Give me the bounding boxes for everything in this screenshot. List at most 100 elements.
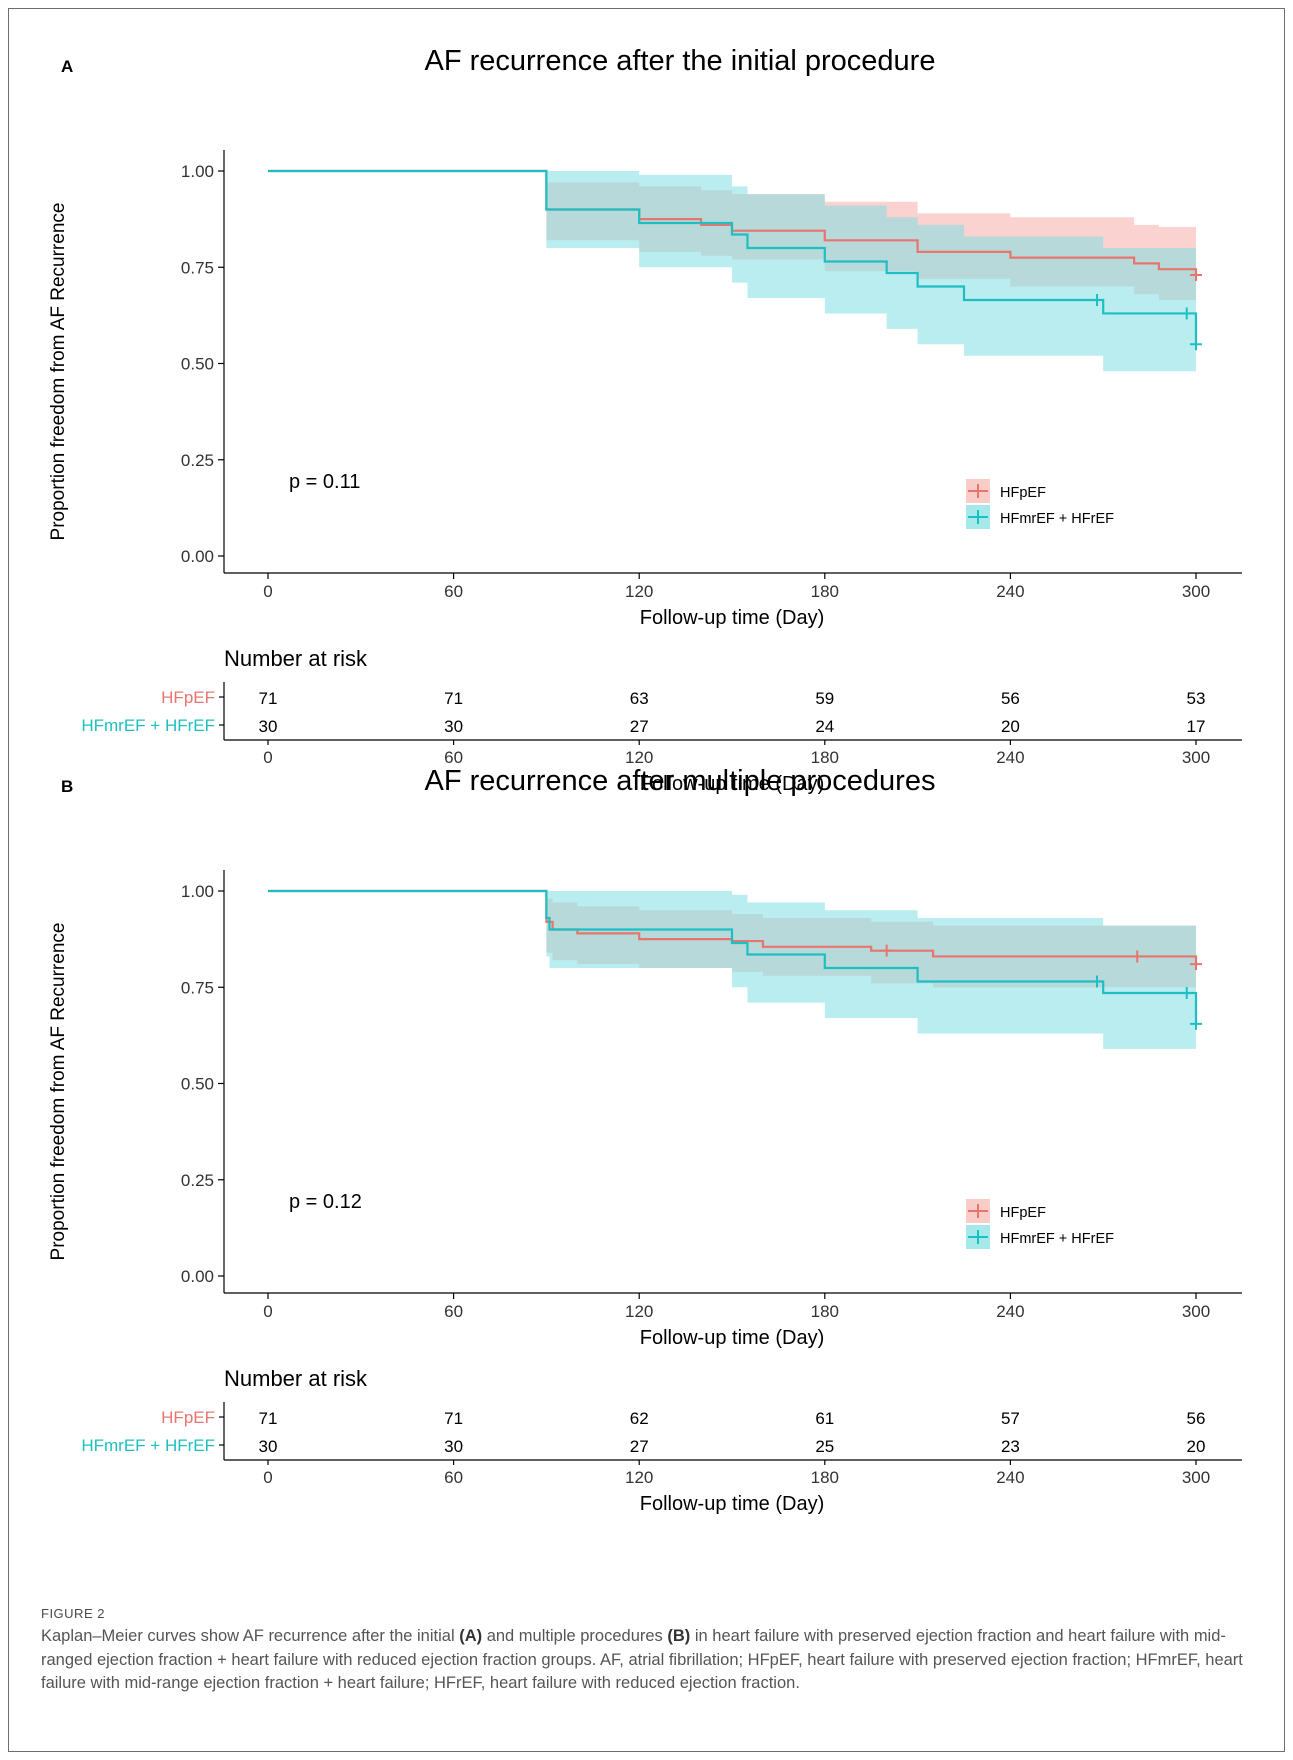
confidence-band-hfmref-hfref (268, 891, 1196, 1049)
x-tick-label: 60 (444, 1302, 463, 1321)
y-axis-label: Proportion freedom from AF Recurrence (48, 923, 69, 1261)
censor-mark (1190, 1017, 1202, 1030)
censor-mark (1190, 338, 1202, 351)
y-tick-label: 0.75 (181, 258, 214, 277)
risk-x-tick-label: 300 (1182, 748, 1210, 767)
risk-row-label: HFpEF (161, 1408, 215, 1427)
confidence-band-hfmref-hfref (268, 171, 1196, 372)
caption-text-part: Kaplan–Meier curves show AF recurrence a… (41, 1627, 460, 1645)
y-tick-label: 0.25 (181, 1171, 214, 1190)
figure-frame (8, 8, 1285, 1752)
risk-x-tick-label: 180 (811, 1468, 839, 1487)
risk-x-tick-label: 180 (811, 748, 839, 767)
y-tick-label: 0.50 (181, 1075, 214, 1094)
censor-mark (1131, 950, 1144, 963)
risk-count: 62 (630, 1409, 649, 1428)
risk-table-title: Number at risk (224, 1366, 368, 1391)
risk-x-tick-label: 300 (1182, 1468, 1210, 1487)
legend-label: HFmrEF + HFrEF (1000, 511, 1114, 527)
risk-count: 30 (259, 1437, 278, 1456)
x-axis-label: Follow-up time (Day) (640, 1327, 824, 1349)
risk-x-tick-label: 0 (263, 748, 272, 767)
censor-mark (1180, 987, 1193, 1000)
legend-label: HFpEF (1000, 485, 1046, 501)
x-tick-label: 60 (444, 582, 463, 601)
x-tick-label: 300 (1182, 582, 1210, 601)
x-tick-label: 0 (263, 1302, 272, 1321)
legend-key-mark (968, 510, 988, 524)
x-axis-label: Follow-up time (Day) (640, 607, 824, 629)
caption-ref-b: (B) (667, 1627, 691, 1645)
y-tick-label: 0.50 (181, 355, 214, 374)
risk-count: 30 (259, 717, 278, 736)
survival-curve-hfmref-hfref (268, 169, 1198, 345)
legend-key-mark (968, 484, 988, 498)
x-tick-label: 120 (625, 1302, 653, 1321)
chart-title: AF recurrence after the initial procedur… (425, 45, 936, 77)
p-value: p = 0.12 (289, 1191, 362, 1213)
risk-x-tick-label: 240 (996, 1468, 1024, 1487)
x-tick-label: 120 (625, 582, 653, 601)
figure-caption-text: Kaplan–Meier curves show AF recurrence a… (41, 1625, 1253, 1696)
risk-count: 20 (1001, 717, 1020, 736)
risk-x-tick-label: 60 (444, 1468, 463, 1487)
y-tick-label: 1.00 (181, 162, 214, 181)
figure-label: FIGURE 2 (41, 1606, 105, 1621)
risk-count: 61 (815, 1409, 834, 1428)
risk-count: 25 (815, 1437, 834, 1456)
risk-count: 57 (1001, 1409, 1020, 1428)
risk-x-tick-label: 120 (625, 1468, 653, 1487)
x-tick-label: 0 (263, 582, 272, 601)
panel-label: B (61, 777, 73, 796)
panel-label: A (61, 57, 73, 76)
risk-count: 17 (1187, 717, 1206, 736)
censor-mark (1091, 293, 1104, 306)
risk-count: 63 (630, 689, 649, 708)
risk-x-tick-label: 240 (996, 748, 1024, 767)
risk-count: 53 (1187, 689, 1206, 708)
y-axis-label: Proportion freedom from AF Recurrence (48, 203, 69, 541)
panel-b: B AF recurrence after multiple procedures… (48, 765, 1242, 1515)
risk-count: 56 (1187, 1409, 1206, 1428)
x-tick-label: 300 (1182, 1302, 1210, 1321)
panel-a: A AF recurrence after the initial procedu… (48, 45, 1242, 795)
risk-count: 23 (1001, 1437, 1020, 1456)
chart-title: AF recurrence after multiple procedures (425, 765, 936, 797)
risk-count: 71 (444, 689, 463, 708)
legend-key-mark (968, 1204, 988, 1218)
caption-text-part: in heart failure with preserved ejection… (41, 1627, 1243, 1692)
censor-mark (1190, 958, 1202, 971)
risk-count: 24 (815, 717, 834, 736)
x-tick-label: 180 (811, 1302, 839, 1321)
risk-count: 27 (630, 717, 649, 736)
risk-x-axis-label: Follow-up time (Day) (640, 1493, 824, 1515)
x-tick-label: 240 (996, 582, 1024, 601)
censor-mark (880, 944, 893, 957)
risk-x-tick-label: 60 (444, 748, 463, 767)
caption-ref-a: (A) (459, 1627, 483, 1645)
risk-x-tick-label: 0 (263, 1468, 272, 1487)
y-tick-label: 1.00 (181, 882, 214, 901)
legend-label: HFpEF (1000, 1205, 1046, 1221)
x-tick-label: 240 (996, 1302, 1024, 1321)
y-tick-label: 0.25 (181, 451, 214, 470)
risk-count: 20 (1187, 1437, 1206, 1456)
risk-count: 56 (1001, 689, 1020, 708)
risk-count: 71 (444, 1409, 463, 1428)
censor-mark (1190, 268, 1202, 281)
censor-mark (1091, 975, 1104, 988)
risk-row-label: HFmrEF + HFrEF (81, 1436, 215, 1455)
risk-table-title: Number at risk (224, 646, 368, 671)
survival-curve-hfmref-hfref (268, 889, 1198, 1024)
risk-count: 30 (444, 1437, 463, 1456)
censor-mark (1180, 307, 1193, 320)
risk-count: 71 (259, 689, 278, 708)
y-tick-label: 0.00 (181, 1267, 214, 1286)
risk-x-tick-label: 120 (625, 748, 653, 767)
y-tick-label: 0.00 (181, 547, 214, 566)
figure-caption: FIGURE 2 Kaplan–Meier curves show AF rec… (41, 1606, 1253, 1696)
risk-row-label: HFpEF (161, 688, 215, 707)
legend-key-mark (968, 1230, 988, 1244)
caption-text-part: and multiple procedures (482, 1627, 668, 1645)
